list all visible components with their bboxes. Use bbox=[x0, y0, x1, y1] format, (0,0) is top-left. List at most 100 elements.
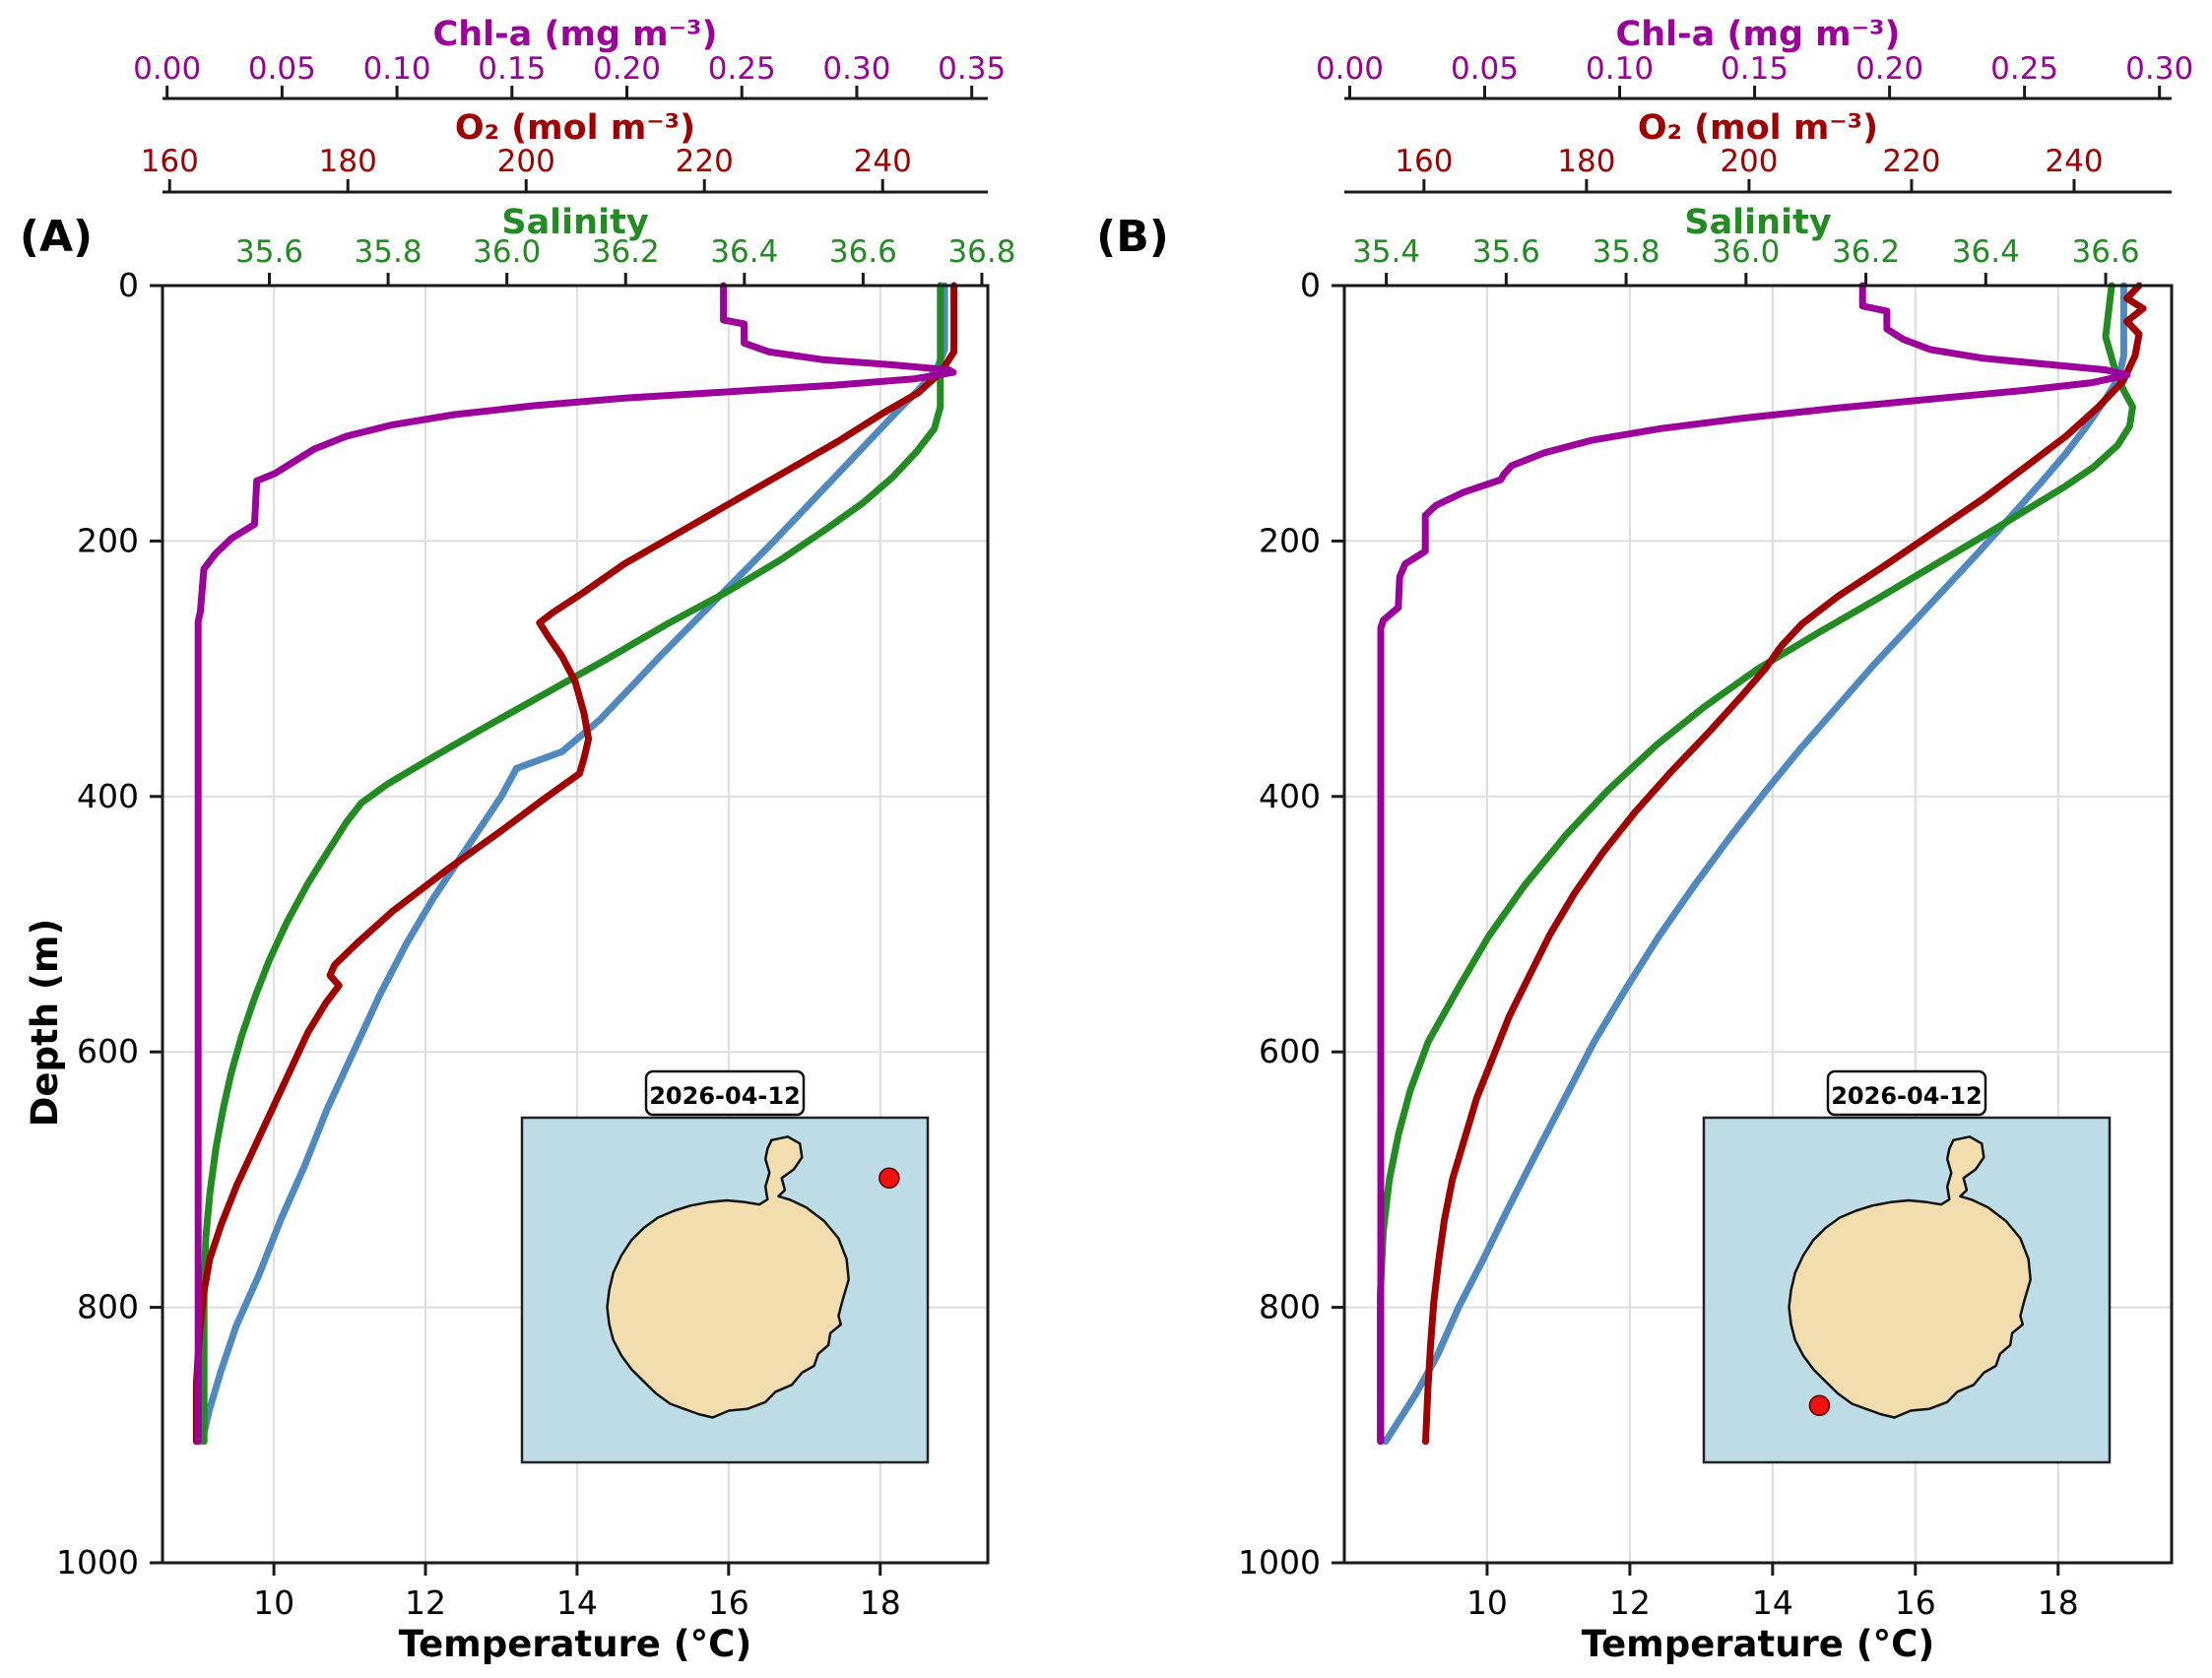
temperature-axis-title: Temperature (°C) bbox=[399, 1623, 752, 1665]
oxygen-tick-label: 220 bbox=[676, 144, 734, 179]
depth-tick-label: 800 bbox=[77, 1288, 139, 1326]
oxygen-tick-label: 240 bbox=[2045, 144, 2103, 179]
chlorophyll-tick-label: 0.10 bbox=[1586, 51, 1654, 87]
salinity-tick-label: 35.4 bbox=[1352, 234, 1420, 270]
chlorophyll-axis-title: Chl-a (mg m⁻³) bbox=[433, 15, 718, 54]
gridlines bbox=[1344, 286, 2172, 1563]
temp-tick-label: 18 bbox=[860, 1583, 901, 1622]
chlorophyll-tick-label: 0.25 bbox=[1990, 51, 2058, 87]
salinity-tick-label: 35.6 bbox=[235, 234, 303, 270]
panel-letter: (A) bbox=[20, 212, 93, 262]
oxygen-tick-label: 180 bbox=[319, 144, 377, 179]
chlorophyll-tick-label: 0.05 bbox=[1451, 51, 1519, 87]
salinity-tick-label: 36.0 bbox=[473, 234, 541, 270]
depth-axis-title: Depth (m) bbox=[24, 919, 66, 1128]
chlorophyll-curve bbox=[1377, 282, 2131, 1446]
oxygen-curve bbox=[192, 282, 958, 1446]
chlorophyll-tick-label: 0.20 bbox=[1855, 51, 1923, 87]
salinity-curve bbox=[1377, 282, 2136, 1446]
temperature-curve bbox=[198, 282, 948, 1446]
salinity-tick-label: 36.8 bbox=[947, 234, 1015, 270]
date-label: 2026-04-12 bbox=[649, 1082, 801, 1110]
chlorophyll-tick-label: 0.05 bbox=[248, 51, 316, 87]
depth-tick-label: 0 bbox=[1300, 266, 1321, 304]
salinity-curve bbox=[200, 282, 944, 1446]
island-outline bbox=[606, 1135, 850, 1419]
inset-map bbox=[1702, 1116, 2112, 1464]
salinity-tick-label: 36.6 bbox=[829, 234, 897, 270]
depth-tick-label: 0 bbox=[118, 266, 139, 304]
depth-tick-label: 1000 bbox=[56, 1543, 139, 1581]
salinity-tick-label: 36.2 bbox=[1832, 234, 1900, 270]
temp-tick-label: 18 bbox=[2038, 1583, 2079, 1622]
temp-tick-label: 16 bbox=[1895, 1583, 1936, 1622]
depth-tick-label: 800 bbox=[1259, 1288, 1321, 1326]
temp-tick-label: 16 bbox=[708, 1583, 749, 1622]
oxygen-tick-label: 200 bbox=[497, 144, 555, 179]
temp-tick-label: 14 bbox=[1752, 1583, 1793, 1622]
chlorophyll-tick-label: 0.15 bbox=[478, 51, 546, 87]
depth-tick-label: 200 bbox=[77, 521, 139, 559]
chlorophyll-tick-label: 0.25 bbox=[708, 51, 776, 87]
chlorophyll-tick-label: 0.00 bbox=[1316, 51, 1384, 87]
temp-tick-label: 10 bbox=[1466, 1583, 1508, 1622]
oxygen-tick-label: 160 bbox=[1395, 144, 1453, 179]
chlorophyll-tick-label: 0.30 bbox=[822, 51, 890, 87]
salinity-axis-title: Salinity bbox=[1684, 203, 1831, 242]
temp-tick-label: 12 bbox=[405, 1583, 446, 1622]
chlorophyll-tick-label: 0.10 bbox=[363, 51, 431, 87]
temp-tick-label: 12 bbox=[1609, 1583, 1651, 1622]
salinity-tick-label: 36.2 bbox=[592, 234, 660, 270]
chlorophyll-tick-label: 0.30 bbox=[2125, 51, 2193, 87]
station-dot bbox=[1808, 1394, 1831, 1416]
date-label: 2026-04-12 bbox=[1831, 1082, 1983, 1110]
salinity-tick-label: 36.0 bbox=[1712, 234, 1780, 270]
salinity-tick-label: 36.6 bbox=[2072, 234, 2140, 270]
date-badge: 2026-04-12 bbox=[644, 1069, 806, 1117]
profile-curves bbox=[192, 282, 958, 1446]
oxygen-tick-label: 220 bbox=[1882, 144, 1940, 179]
oxygen-axis-title: O₂ (mol m⁻³) bbox=[1638, 108, 1878, 148]
salinity-tick-label: 35.6 bbox=[1472, 234, 1540, 270]
date-badge-box bbox=[644, 1069, 806, 1117]
temp-tick-label: 10 bbox=[253, 1583, 294, 1622]
plot-frame bbox=[1342, 284, 2174, 1565]
salinity-tick-label: 35.8 bbox=[1593, 234, 1660, 270]
depth-tick-label: 400 bbox=[1259, 777, 1321, 815]
salinity-tick-label: 35.8 bbox=[355, 234, 423, 270]
chlorophyll-curve bbox=[194, 282, 957, 1446]
oxygen-tick-label: 180 bbox=[1557, 144, 1615, 179]
panel-b: 10 12 14 16 18 Temperature (°C) 0 200 400 600 800 1… bbox=[1096, 15, 2193, 1665]
date-badge-box bbox=[1826, 1069, 1987, 1117]
depth-tick-label: 600 bbox=[1259, 1032, 1321, 1070]
plot-frame bbox=[161, 284, 990, 1565]
temperature-axis-title: Temperature (°C) bbox=[1582, 1623, 1935, 1665]
salinity-tick-label: 36.4 bbox=[710, 234, 778, 270]
island-outline bbox=[1788, 1135, 2032, 1419]
oxygen-tick-label: 240 bbox=[854, 144, 912, 179]
temperature-curve bbox=[1382, 282, 2127, 1446]
chlorophyll-tick-label: 0.35 bbox=[938, 51, 1006, 87]
depth-tick-label: 1000 bbox=[1238, 1543, 1321, 1581]
salinity-tick-label: 36.4 bbox=[1952, 234, 2020, 270]
station-dot bbox=[878, 1167, 900, 1189]
oxygen-tick-label: 200 bbox=[1720, 144, 1778, 179]
oxygen-axis-title: O₂ (mol m⁻³) bbox=[455, 108, 695, 148]
chlorophyll-tick-label: 0.00 bbox=[133, 51, 201, 87]
inset-map bbox=[520, 1116, 930, 1464]
temp-tick-label: 14 bbox=[556, 1583, 598, 1622]
salinity-axis-title: Salinity bbox=[501, 203, 648, 242]
chlorophyll-tick-label: 0.20 bbox=[593, 51, 661, 87]
chlorophyll-axis-title: Chl-a (mg m⁻³) bbox=[1616, 15, 1901, 54]
depth-tick-label: 600 bbox=[77, 1032, 139, 1070]
oxygen-tick-label: 160 bbox=[141, 144, 199, 179]
panel-letter: (B) bbox=[1096, 212, 1169, 262]
panel-a: 10 12 14 16 18 Temperature (°C) 0 200 400 600 800 1… bbox=[20, 15, 1016, 1665]
depth-tick-label: 200 bbox=[1259, 521, 1321, 559]
chlorophyll-tick-label: 0.15 bbox=[1721, 51, 1789, 87]
depth-tick-label: 400 bbox=[77, 777, 139, 815]
profile-curves bbox=[1377, 282, 2147, 1446]
date-badge: 2026-04-12 bbox=[1826, 1069, 1987, 1117]
